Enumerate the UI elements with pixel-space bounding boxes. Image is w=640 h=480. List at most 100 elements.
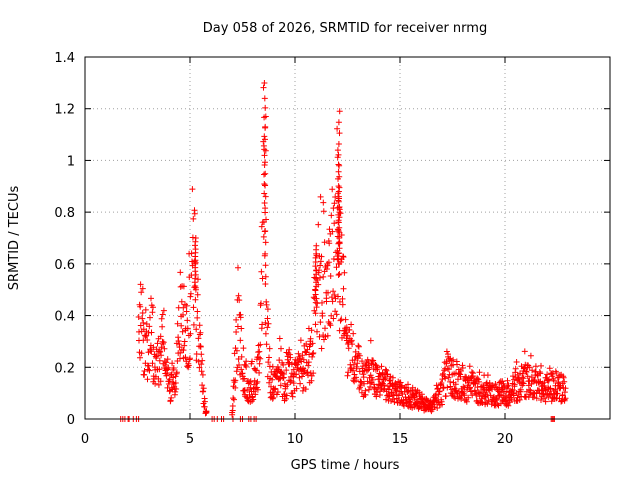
data-point: [522, 368, 529, 375]
data-point: [313, 267, 320, 274]
data-point: [519, 379, 526, 386]
data-point: [335, 168, 342, 175]
data-point: [232, 345, 239, 352]
data-point: [263, 216, 269, 223]
data-point: [231, 396, 237, 403]
data-point: [173, 386, 180, 392]
data-point: [290, 380, 297, 387]
data-point: [198, 351, 205, 358]
data-point: [492, 381, 499, 387]
data-point: [344, 372, 351, 379]
data-point: [310, 350, 317, 356]
x-tick-label: 5: [186, 432, 194, 447]
data-point: [541, 379, 548, 386]
data-point: [200, 388, 207, 395]
data-point: [325, 289, 331, 296]
data-point: [139, 315, 146, 322]
data-point: [183, 308, 190, 315]
data-point: [314, 328, 320, 335]
data-point: [542, 398, 549, 405]
data-point: [283, 367, 290, 374]
data-point: [195, 276, 201, 283]
data-point: [137, 354, 143, 361]
data-point: [526, 364, 533, 371]
data-point: [262, 228, 269, 234]
data-point: [339, 301, 346, 308]
data-point: [349, 341, 356, 348]
data-point: [336, 260, 343, 267]
data-point: [249, 358, 255, 365]
data-point: [320, 273, 327, 280]
data-point: [264, 324, 271, 331]
data-point: [302, 386, 309, 393]
data-point: [336, 204, 343, 210]
data-point: [452, 381, 459, 388]
data-point: [553, 395, 560, 401]
data-point: [181, 338, 188, 345]
data-point: [404, 402, 411, 409]
data-point: [326, 240, 333, 247]
data-point: [168, 394, 175, 401]
data-point: [153, 352, 160, 359]
data-point: [521, 348, 528, 355]
data-point: [164, 356, 171, 363]
data-point: [276, 335, 283, 342]
data-point: [261, 80, 268, 86]
data-point: [530, 394, 537, 401]
data-point: [536, 369, 543, 375]
data-point: [526, 386, 533, 393]
data-point: [262, 205, 269, 212]
data-point: [562, 395, 569, 402]
data-point: [317, 193, 324, 200]
data-point: [174, 320, 181, 327]
data-point: [196, 322, 203, 329]
data-point: [272, 385, 279, 392]
data-point: [516, 396, 523, 403]
data-point: [238, 366, 245, 373]
data-point: [170, 365, 177, 371]
data-point: [261, 200, 268, 206]
data-point: [439, 401, 445, 408]
data-point: [549, 373, 556, 380]
data-point: [345, 345, 352, 352]
data-point: [336, 224, 343, 231]
data-point: [313, 242, 320, 249]
data-point: [367, 372, 374, 379]
data-point: [177, 269, 184, 276]
data-point: [553, 370, 560, 376]
data-point: [288, 370, 295, 377]
data-point: [335, 272, 342, 278]
data-point: [366, 364, 373, 371]
data-point: [336, 235, 343, 241]
data-point: [319, 299, 325, 306]
data-point: [460, 383, 467, 390]
data-point: [303, 341, 310, 347]
data-point: [150, 344, 157, 351]
data-point: [238, 325, 245, 332]
data-point: [142, 306, 149, 313]
data-point: [351, 371, 358, 378]
data-point: [287, 354, 294, 361]
data-point: [383, 367, 390, 374]
data-point: [335, 183, 342, 190]
data-point: [538, 362, 544, 369]
data-point: [453, 387, 460, 394]
data-point: [263, 341, 270, 348]
data-point: [229, 407, 236, 414]
data-point: [333, 311, 340, 318]
axis-ticks: [84, 56, 610, 420]
data-point: [234, 323, 241, 330]
data-point: [358, 379, 365, 386]
data-point: [404, 388, 411, 395]
data-point: [265, 320, 272, 327]
data-point: [515, 375, 522, 382]
data-point: [182, 354, 189, 361]
data-point: [339, 295, 346, 302]
data-point: [274, 389, 281, 395]
data-point: [233, 329, 240, 335]
data-point: [501, 384, 508, 391]
data-point: [187, 330, 194, 337]
data-point: [193, 326, 200, 333]
data-point: [262, 281, 269, 287]
